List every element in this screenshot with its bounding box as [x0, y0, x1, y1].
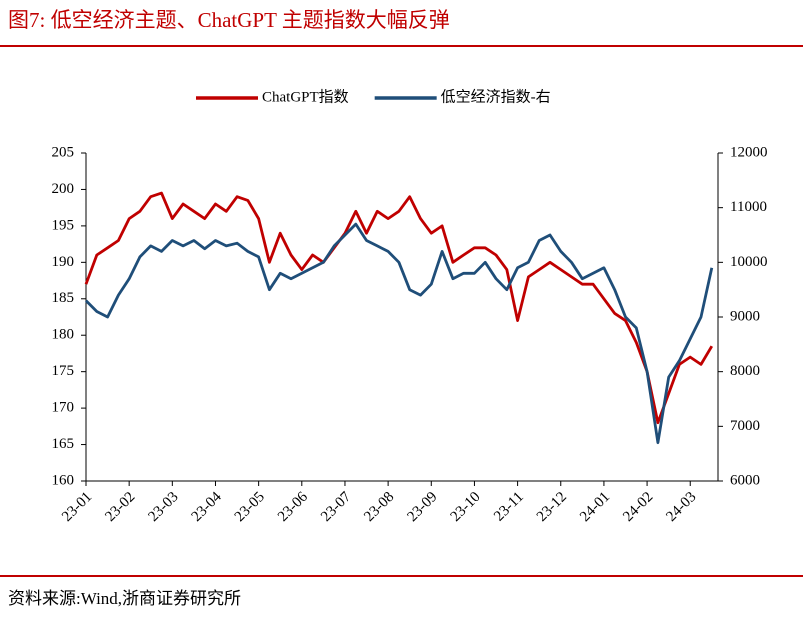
x-tick-label: 23-02 — [102, 489, 138, 525]
y2-tick-label: 11000 — [730, 199, 767, 215]
y-tick-label: 200 — [52, 181, 75, 197]
y-tick-label: 165 — [52, 436, 75, 452]
y-tick-label: 190 — [52, 254, 75, 270]
y2-tick-label: 8000 — [730, 363, 760, 379]
y2-tick-label: 7000 — [730, 418, 760, 434]
x-tick-label: 23-07 — [318, 489, 354, 525]
legend-label: 低空经济指数-右 — [441, 88, 551, 105]
chart-title: 图7: 低空经济主题、ChatGPT 主题指数大幅反弹 — [8, 8, 450, 32]
line-series — [85, 222, 714, 445]
x-tick-label: 23-06 — [275, 489, 311, 525]
y-tick-label: 185 — [52, 290, 75, 306]
y2-tick-label: 10000 — [730, 254, 768, 270]
y-tick-label: 195 — [52, 217, 75, 233]
x-tick-label: 23-04 — [189, 489, 225, 525]
x-tick-label: 24-02 — [620, 489, 656, 525]
line-series — [84, 191, 714, 425]
x-tick-label: 23-12 — [534, 489, 570, 525]
y2-tick-label: 9000 — [730, 308, 760, 324]
y-tick-label: 175 — [52, 363, 75, 379]
x-tick-label: 23-01 — [59, 489, 95, 525]
y-tick-label: 160 — [52, 472, 75, 488]
y-tick-label: 205 — [52, 144, 75, 160]
y-tick-label: 170 — [52, 400, 75, 416]
x-tick-label: 24-03 — [663, 489, 699, 525]
legend-label: ChatGPT指数 — [262, 88, 349, 105]
x-tick-label: 23-03 — [146, 489, 182, 525]
y2-tick-label: 6000 — [730, 472, 760, 488]
source: 资料来源:Wind,浙商证券研究所 — [8, 589, 241, 608]
y-tick-label: 180 — [52, 327, 75, 343]
x-tick-label: 23-09 — [404, 489, 440, 525]
x-tick-label: 23-08 — [361, 489, 397, 525]
x-tick-label: 23-11 — [491, 489, 527, 525]
x-tick-label: 23-10 — [448, 489, 484, 525]
y2-tick-label: 12000 — [730, 144, 768, 160]
x-tick-label: 24-01 — [577, 489, 613, 525]
x-tick-label: 23-05 — [232, 489, 268, 525]
